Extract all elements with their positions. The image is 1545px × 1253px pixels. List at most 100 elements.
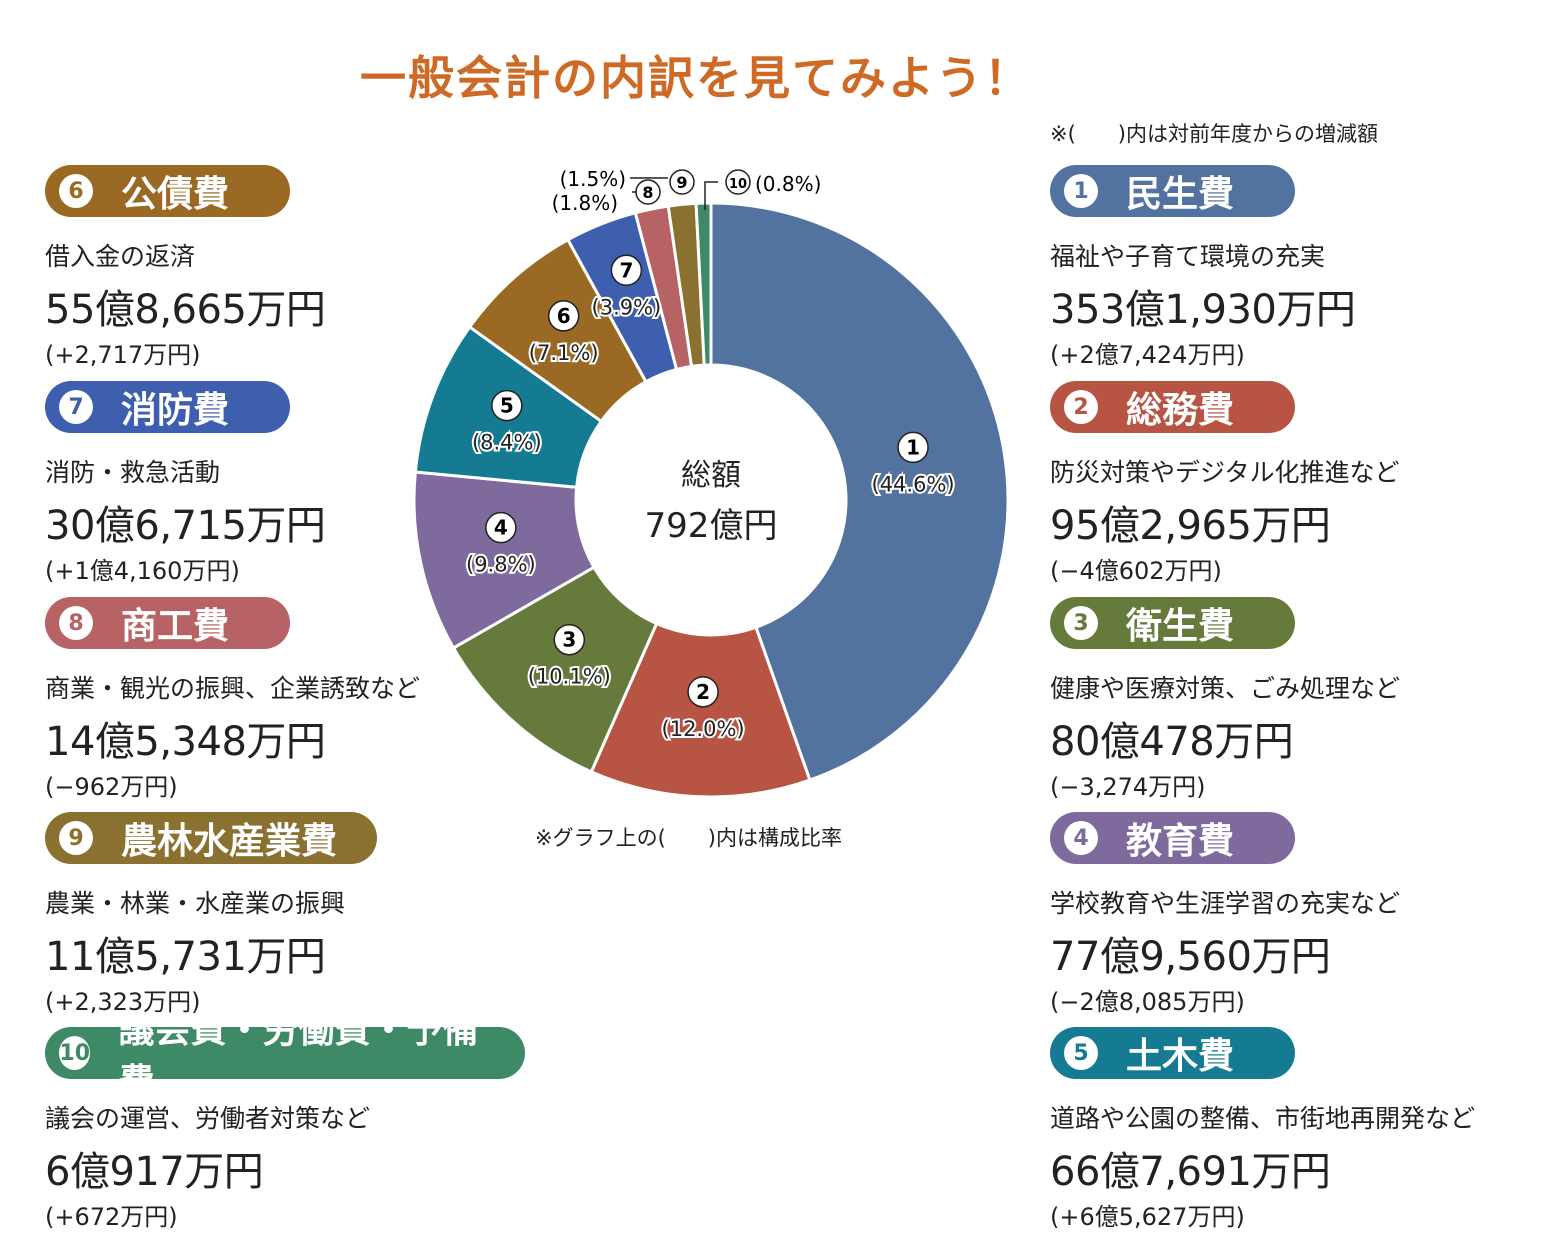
- category-pill: 2 総務費: [1050, 381, 1295, 433]
- category-change: (−962万円): [45, 773, 178, 801]
- category-pill: 4 教育費: [1050, 812, 1295, 864]
- center-label: 総額: [681, 458, 741, 493]
- slice-number-8: 8: [642, 183, 653, 202]
- category-description: 農業・林業・水産業の振興: [45, 889, 346, 918]
- category-change: (−3,274万円): [1050, 773, 1206, 801]
- category-number-badge: 10: [59, 1036, 91, 1070]
- category-number-badge: 6: [59, 174, 93, 208]
- category-pill: 8 商工費: [45, 597, 290, 649]
- category-card-5: 5 土木費 道路や公園の整備、市街地再開発など 66億7,691万円 (+6億5…: [1050, 1027, 1530, 1232]
- category-card-8: 8 商工費 商業・観光の振興、企業誘致など 14億5,348万円 (−962万円…: [45, 597, 525, 802]
- category-description: 商業・観光の振興、企業誘致など: [45, 674, 421, 703]
- category-number-badge: 4: [1064, 821, 1098, 855]
- slice-value-label-4: (9.8%): [466, 553, 536, 577]
- category-card-2: 2 総務費 防災対策やデジタル化推進など 95億2,965万円 (−4億602万…: [1050, 381, 1530, 586]
- category-name: 総務費: [1126, 390, 1235, 431]
- category-description: 消防・救急活動: [45, 458, 221, 487]
- slice-marker-5: [491, 389, 523, 422]
- category-pill: 6 公債費: [45, 165, 290, 217]
- category-change: (+2億7,424万円): [1050, 341, 1245, 369]
- category-pill: 5 土木費: [1050, 1027, 1295, 1079]
- category-name: 土木費: [1126, 1036, 1235, 1077]
- category-description: 借入金の返済: [45, 242, 196, 271]
- category-amount: 14億5,348万円: [45, 719, 326, 765]
- slice-number-7: 7: [619, 258, 633, 282]
- category-pill: 7 消防費: [45, 381, 290, 433]
- category-amount: 55億8,665万円: [45, 287, 326, 333]
- category-number-badge: 2: [1064, 390, 1098, 424]
- category-change: (+2,323万円): [45, 988, 201, 1016]
- slice-marker-4: [485, 511, 517, 544]
- category-description: 議会の運営、労働者対策など: [45, 1104, 371, 1133]
- slice-10: [694, 201, 713, 367]
- slice-value-label-8: (1.8%): [552, 191, 618, 215]
- category-description: 道路や公園の整備、市街地再開発など: [1050, 1104, 1476, 1133]
- category-name: 農林水産業費: [121, 821, 338, 862]
- category-change: (−4億602万円): [1050, 557, 1222, 585]
- category-card-6: 6 公債費 借入金の返済 55億8,665万円 (+2,717万円): [45, 165, 525, 370]
- category-pill: 3 衛生費: [1050, 597, 1295, 649]
- slice-value-label-6: (7.1%): [529, 341, 599, 365]
- category-name: 消防費: [121, 390, 230, 431]
- slice-marker-10: [725, 169, 751, 195]
- category-number-badge: 7: [59, 390, 93, 424]
- slice-marker-9: [669, 169, 695, 195]
- change-note: ※( )内は対前年度からの増減額: [1050, 122, 1378, 146]
- category-name: 議会費・労働費・予備費: [118, 1010, 479, 1103]
- center-total: 792億円: [645, 506, 778, 546]
- category-pill: 10 議会費・労働費・予備費: [45, 1010, 525, 1103]
- category-pill: 9 農林水産業費: [45, 812, 378, 864]
- category-amount: 66億7,691万円: [1050, 1149, 1331, 1195]
- category-card-3: 3 衛生費 健康や医療対策、ごみ処理など 80億478万円 (−3,274万円): [1050, 597, 1530, 802]
- category-number-badge: 3: [1064, 606, 1098, 640]
- category-amount: 95億2,965万円: [1050, 503, 1331, 549]
- category-card-9: 9 農林水産業費 農業・林業・水産業の振興 11億5,731万円 (+2,323…: [45, 812, 525, 1017]
- slice-number-4: 4: [494, 516, 508, 540]
- category-amount: 11億5,731万円: [45, 934, 326, 980]
- slice-value-label-3: (10.1%): [528, 665, 611, 689]
- category-number-badge: 1: [1064, 174, 1098, 208]
- category-number-badge: 9: [59, 821, 93, 855]
- category-description: 学校教育や生涯学習の充実など: [1050, 889, 1401, 918]
- slice-marker-8: [635, 179, 661, 205]
- category-description: 防災対策やデジタル化推進など: [1050, 458, 1400, 487]
- slice-number-1: 1: [906, 435, 920, 459]
- category-change: (−2億8,085万円): [1050, 988, 1245, 1016]
- slice-number-2: 2: [696, 680, 710, 704]
- category-name: 民生費: [1126, 174, 1235, 215]
- category-card-7: 7 消防費 消防・救急活動 30億6,715万円 (+1億4,160万円): [45, 381, 525, 586]
- category-name: 教育費: [1126, 821, 1235, 862]
- slice-2: [589, 621, 812, 799]
- slice-number-5: 5: [500, 394, 514, 418]
- callout-line-10: [704, 181, 718, 210]
- slice-value-label-9: (1.5%): [560, 167, 626, 191]
- category-card-10: 10 議会費・労働費・予備費 議会の運営、労働者対策など 6億917万円 (+6…: [45, 1010, 525, 1232]
- slice-number-6: 6: [557, 304, 571, 328]
- category-card-4: 4 教育費 学校教育や生涯学習の充実など 77億9,560万円 (−2億8,08…: [1050, 812, 1530, 1017]
- category-number-badge: 5: [1064, 1036, 1098, 1070]
- category-name: 衛生費: [1126, 606, 1235, 647]
- slice-number-10: 10: [729, 177, 747, 192]
- category-description: 健康や医療対策、ごみ処理など: [1050, 674, 1401, 703]
- category-amount: 353億1,930万円: [1050, 287, 1356, 333]
- category-card-1: 1 民生費 福祉や子育て環境の充実 353億1,930万円 (+2億7,424万…: [1050, 165, 1530, 370]
- slice-marker-6: [547, 300, 580, 332]
- slice-marker-1: [897, 431, 929, 464]
- category-name: 公債費: [121, 174, 230, 215]
- category-change: (+2,717万円): [45, 341, 201, 369]
- slice-value-label-1: (44.6%): [872, 472, 955, 496]
- slice-number-3: 3: [562, 628, 576, 652]
- category-change: (+1億4,160万円): [45, 557, 240, 585]
- slice-marker-7: [610, 254, 643, 287]
- slice-value-label-5: (8.4%): [472, 431, 542, 455]
- category-amount: 80億478万円: [1050, 719, 1294, 765]
- slice-number-9: 9: [676, 173, 687, 192]
- category-amount: 77億9,560万円: [1050, 934, 1331, 980]
- category-change: (+6億5,627万円): [1050, 1203, 1245, 1231]
- category-pill: 1 民生費: [1050, 165, 1295, 217]
- category-change: (+672万円): [45, 1203, 178, 1231]
- slice-value-label-10: (0.8%): [755, 172, 821, 196]
- slice-value-label-7: (3.9%): [592, 295, 662, 319]
- category-number-badge: 8: [59, 606, 93, 640]
